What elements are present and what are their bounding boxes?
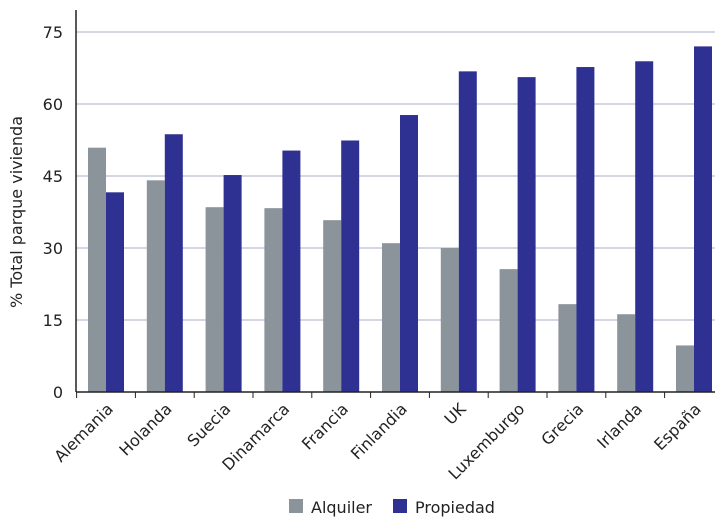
bar-propiedad-5 <box>400 115 418 392</box>
y-axis-title: % Total parque vivienda <box>7 116 26 308</box>
bar-propiedad-6 <box>458 71 477 393</box>
bar-propiedad-8 <box>576 67 595 392</box>
y-tick-label: 60 <box>43 95 63 114</box>
y-tick-label: 15 <box>43 311 63 330</box>
y-tick-labels: 0 15 30 45 60 75 <box>43 23 63 402</box>
x-tick-label: Irlanda <box>593 399 646 452</box>
bars <box>88 46 712 393</box>
x-tick-label: Holanda <box>115 399 175 459</box>
bar-propiedad-1 <box>164 134 183 393</box>
bar-alquiler-0 <box>88 147 106 392</box>
bar-alquiler-3 <box>264 208 283 392</box>
bar-alquiler-2 <box>205 207 224 392</box>
legend-swatch-propiedad <box>393 499 407 513</box>
bar-propiedad-10 <box>694 46 712 393</box>
bar-alquiler-6 <box>440 248 459 392</box>
x-tick-label: Francia <box>298 399 352 453</box>
bar-alquiler-9 <box>617 314 636 392</box>
bar-alquiler-7 <box>499 269 518 392</box>
bar-propiedad-2 <box>223 175 242 392</box>
x-tick-label: Grecia <box>537 399 587 449</box>
x-tick-label: Finlandia <box>347 399 411 463</box>
bar-alquiler-5 <box>382 243 400 392</box>
bar-alquiler-4 <box>323 220 342 392</box>
legend-swatch-alquiler <box>289 499 303 513</box>
legend: Alquiler Propiedad <box>289 498 495 517</box>
bar-propiedad-9 <box>635 61 654 392</box>
x-tick-label: UK <box>440 399 469 428</box>
bar-propiedad-4 <box>341 140 360 392</box>
legend-label-propiedad: Propiedad <box>415 498 495 517</box>
x-tick-label: Alemania <box>50 399 116 465</box>
bar-alquiler-1 <box>146 180 165 392</box>
y-tick-label: 30 <box>43 239 63 258</box>
bar-alquiler-10 <box>676 345 694 392</box>
y-tick-label: 75 <box>43 23 63 42</box>
bar-alquiler-8 <box>558 304 577 392</box>
x-tick-label: Suecia <box>183 399 234 450</box>
axes <box>75 10 715 398</box>
bar-propiedad-0 <box>106 192 124 392</box>
legend-label-alquiler: Alquiler <box>311 498 372 517</box>
y-tick-label: 45 <box>43 167 63 186</box>
y-tick-label: 0 <box>53 383 63 402</box>
bar-propiedad-7 <box>517 77 536 393</box>
bar-propiedad-3 <box>282 150 301 392</box>
x-tick-label: España <box>650 399 705 454</box>
